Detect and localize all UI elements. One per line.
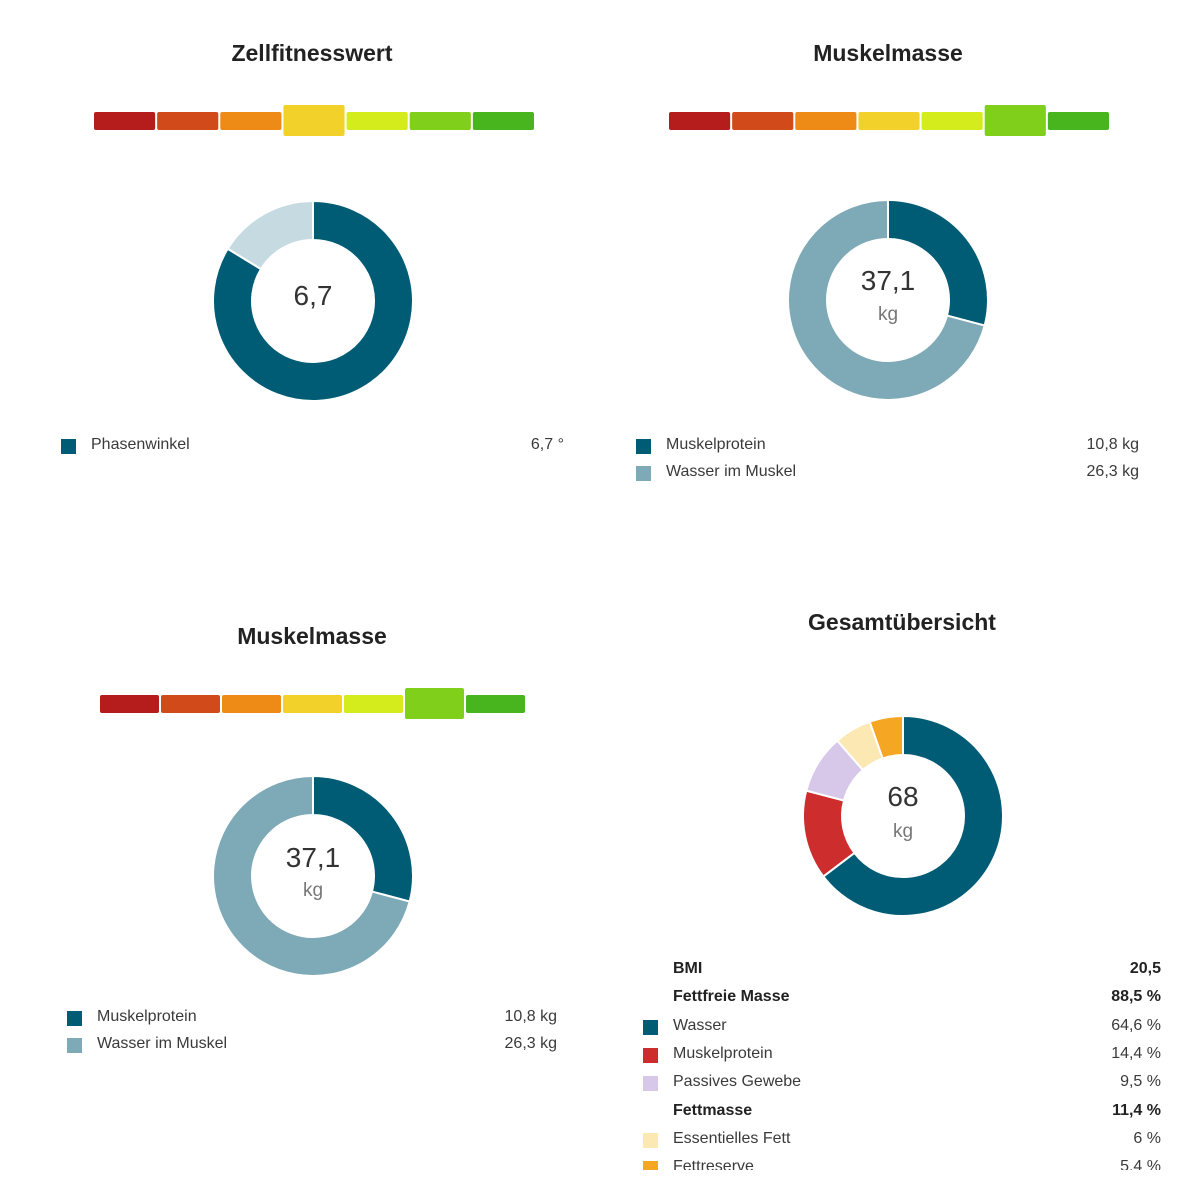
scale-segment: [1047, 112, 1109, 130]
donut-chart: [212, 774, 414, 977]
legend-swatch: [643, 1132, 658, 1148]
scale-segment: [100, 695, 159, 713]
scale-segment: [669, 112, 731, 130]
legend-row: Wasser im Muskel 26,3 kg: [67, 1035, 557, 1057]
legend-row: Muskelprotein 14,4 %: [643, 1045, 1161, 1067]
scale-segment: [222, 695, 281, 713]
center-unit: kg: [877, 304, 899, 325]
scale-segment: [409, 112, 471, 130]
donut-slice: [821, 714, 1004, 917]
donut-slice: [226, 199, 314, 271]
legend-swatch: [61, 439, 76, 454]
legend-row: Muskelprotein 10,8 kg: [636, 436, 1139, 458]
panel-title: Muskelmasse: [813, 40, 963, 66]
legend: Phasenwinkel 6,7 °: [61, 436, 564, 476]
legend-value: 6,7 °: [530, 436, 564, 453]
legend-swatch: [636, 466, 651, 481]
center-value: 37,1: [285, 842, 341, 873]
legend-value: 64,6 %: [1111, 1016, 1161, 1034]
legend-value: 26,3 kg: [1086, 463, 1139, 480]
scale-segment: [858, 112, 920, 130]
donut-slice: [212, 774, 411, 977]
legend-value: 6 %: [1133, 1129, 1161, 1147]
legend-label: Essentielles Fett: [673, 1129, 791, 1147]
legend-label: Muskelprotein: [97, 1008, 197, 1025]
legend-label: Phasenwinkel: [91, 436, 190, 453]
legend-row: Passives Gewebe 9,5 %: [643, 1073, 1161, 1095]
scale-segment: [161, 695, 220, 713]
scale-segment: [346, 112, 408, 130]
rating-scale: [100, 688, 525, 719]
legend-label: Wasser im Muskel: [666, 463, 797, 480]
legend: BMI 20,5 Fettfreie Masse 88,5 % Wasser 64,6 %…: [643, 960, 1161, 1186]
rating-scale: [94, 105, 534, 136]
legend-row: BMI 20,5: [643, 960, 1161, 982]
center-value: 6,7: [293, 280, 333, 311]
legend-row: Muskelprotein 10,8 kg: [67, 1008, 557, 1030]
legend-swatch: [67, 1011, 82, 1026]
center-unit: kg: [892, 821, 914, 842]
legend-value: 88,5 %: [1111, 988, 1161, 1006]
legend-value: 14,4 %: [1111, 1044, 1161, 1062]
scale-segment-active: [283, 105, 345, 136]
scale-segment: [732, 112, 794, 130]
scale-segment-active: [405, 688, 464, 719]
panel-title: Gesamtübersicht: [808, 609, 996, 635]
legend-row: Phasenwinkel 6,7 °: [61, 436, 564, 458]
legend-label: Wasser im Muskel: [97, 1035, 228, 1052]
scale-segment: [466, 695, 525, 713]
legend-row: Wasser 64,6 %: [643, 1017, 1161, 1039]
donut-chart: [212, 199, 414, 402]
center-value: 68: [887, 781, 919, 812]
scale-segment: [157, 112, 219, 130]
scale-segment: [344, 695, 403, 713]
legend: Muskelprotein 10,8 kg Wasser im Muskel 26,3…: [67, 1008, 557, 1068]
legend-value: 26,3 kg: [504, 1035, 557, 1052]
legend: Muskelprotein 10,8 kg Wasser im Muskel 26,3…: [636, 436, 1139, 496]
donut-slice: [212, 199, 414, 402]
legend-label: Passives Gewebe: [673, 1073, 802, 1091]
scale-segment: [94, 112, 156, 130]
legend-swatch: [643, 1076, 658, 1092]
legend-swatch: [643, 1047, 658, 1063]
legend-swatch: [636, 439, 651, 454]
scale-segment: [795, 112, 857, 130]
center-value: 37,1: [860, 265, 916, 296]
legend-label: Wasser: [673, 1016, 727, 1034]
donut-slice: [787, 198, 986, 401]
legend-row: Fettfreie Masse 88,5 %: [643, 988, 1161, 1010]
donut-slice: [868, 714, 904, 760]
legend-value: 9,5 %: [1120, 1073, 1161, 1091]
legend-swatch: [67, 1038, 82, 1053]
legend-row: Essentielles Fett 6 %: [643, 1130, 1161, 1152]
legend-row: Wasser im Muskel 26,3 kg: [636, 463, 1139, 485]
crop-mask: [600, 1170, 1200, 1200]
legend-label: Muskelprotein: [666, 436, 766, 453]
panel-title: Muskelmasse: [237, 623, 387, 649]
scale-segment: [921, 112, 983, 130]
scale-segment: [472, 112, 534, 130]
legend-row: Fettmasse 11,4 %: [643, 1102, 1161, 1124]
legend-value: 20,5: [1129, 960, 1161, 977]
donut-chart: [802, 714, 1004, 917]
panel-title: Zellfitnesswert: [231, 40, 393, 66]
rating-scale: [669, 105, 1109, 136]
donut-chart: [787, 198, 989, 401]
legend-value: 10,8 kg: [1086, 436, 1139, 453]
legend-label: Fettmasse: [673, 1101, 753, 1119]
legend-value: 10,8 kg: [504, 1008, 557, 1025]
legend-swatch: [643, 1019, 658, 1035]
scale-segment: [283, 695, 342, 713]
legend-value: 11,4 %: [1112, 1101, 1161, 1119]
center-unit: kg: [302, 880, 324, 901]
scale-segment-active: [984, 105, 1046, 136]
scale-segment: [220, 112, 282, 130]
legend-label: BMI: [673, 960, 703, 977]
legend-label: Muskelprotein: [673, 1044, 773, 1062]
legend-label: Fettfreie Masse: [673, 988, 790, 1006]
